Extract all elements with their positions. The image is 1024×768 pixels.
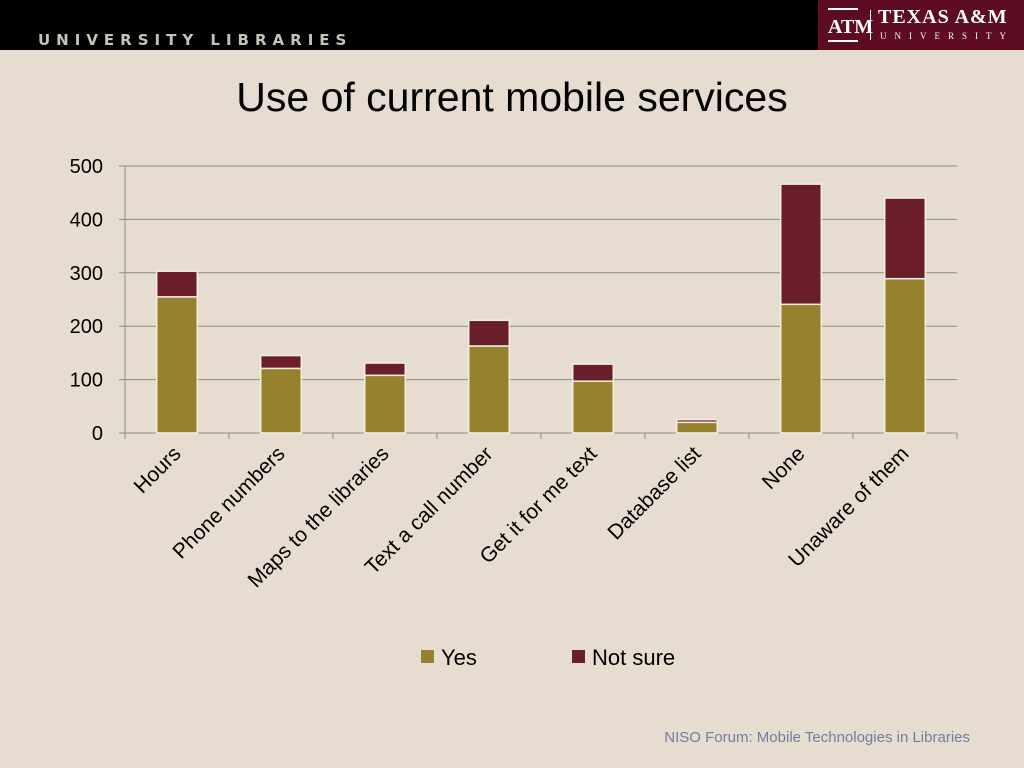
bar-yes-5	[675, 421, 719, 434]
y-tick-label: 0	[92, 423, 103, 445]
logo-subtitle: UNIVERSITY	[880, 31, 1014, 41]
bar-not-sure-6	[779, 183, 823, 306]
bar-not-sure-3	[467, 319, 511, 347]
y-tick-label: 400	[70, 209, 103, 231]
y-tick-label: 100	[70, 370, 103, 392]
legend-swatch-1	[572, 650, 585, 663]
legend-label-0: Yes	[441, 645, 477, 670]
bar-yes-4	[571, 380, 615, 434]
bar-yes-1	[259, 367, 303, 434]
bar-not-sure-0	[155, 270, 199, 298]
bar-yes-6	[779, 303, 823, 434]
legend-swatch-0	[421, 650, 434, 663]
bar-yes-0	[155, 296, 199, 434]
bar-yes-2	[363, 374, 407, 434]
texas-am-logo: ATM TEXAS A&M UNIVERSITY	[818, 0, 1024, 50]
y-tick-label: 200	[70, 316, 103, 338]
x-tick-label: Phone numbers	[168, 442, 289, 563]
top-banner: UNIVERSITY LIBRARIES ATM TEXAS A&M UNIVE…	[0, 0, 1024, 50]
x-tick-label: None	[758, 442, 810, 494]
logo-divider	[870, 10, 871, 40]
university-libraries-banner: UNIVERSITY LIBRARIES	[38, 31, 353, 49]
slide-title: Use of current mobile services	[236, 74, 788, 120]
bar-not-sure-1	[259, 354, 303, 370]
bar-not-sure-5	[675, 418, 719, 424]
footer-text: NISO Forum: Mobile Technologies in Libra…	[664, 729, 970, 746]
y-tick-label: 500	[70, 156, 103, 178]
x-tick-label: Hours	[130, 442, 186, 498]
logo-wordmark: TEXAS A&M	[878, 6, 1008, 28]
legend-label-1: Not sure	[592, 645, 675, 670]
x-tick-label: Database list	[603, 442, 705, 544]
bar-yes-3	[467, 345, 511, 434]
y-tick-label: 300	[70, 263, 103, 285]
bar-yes-7	[883, 277, 927, 434]
bar-not-sure-2	[363, 362, 407, 377]
bar-not-sure-4	[571, 363, 615, 382]
bar-not-sure-7	[883, 197, 927, 280]
